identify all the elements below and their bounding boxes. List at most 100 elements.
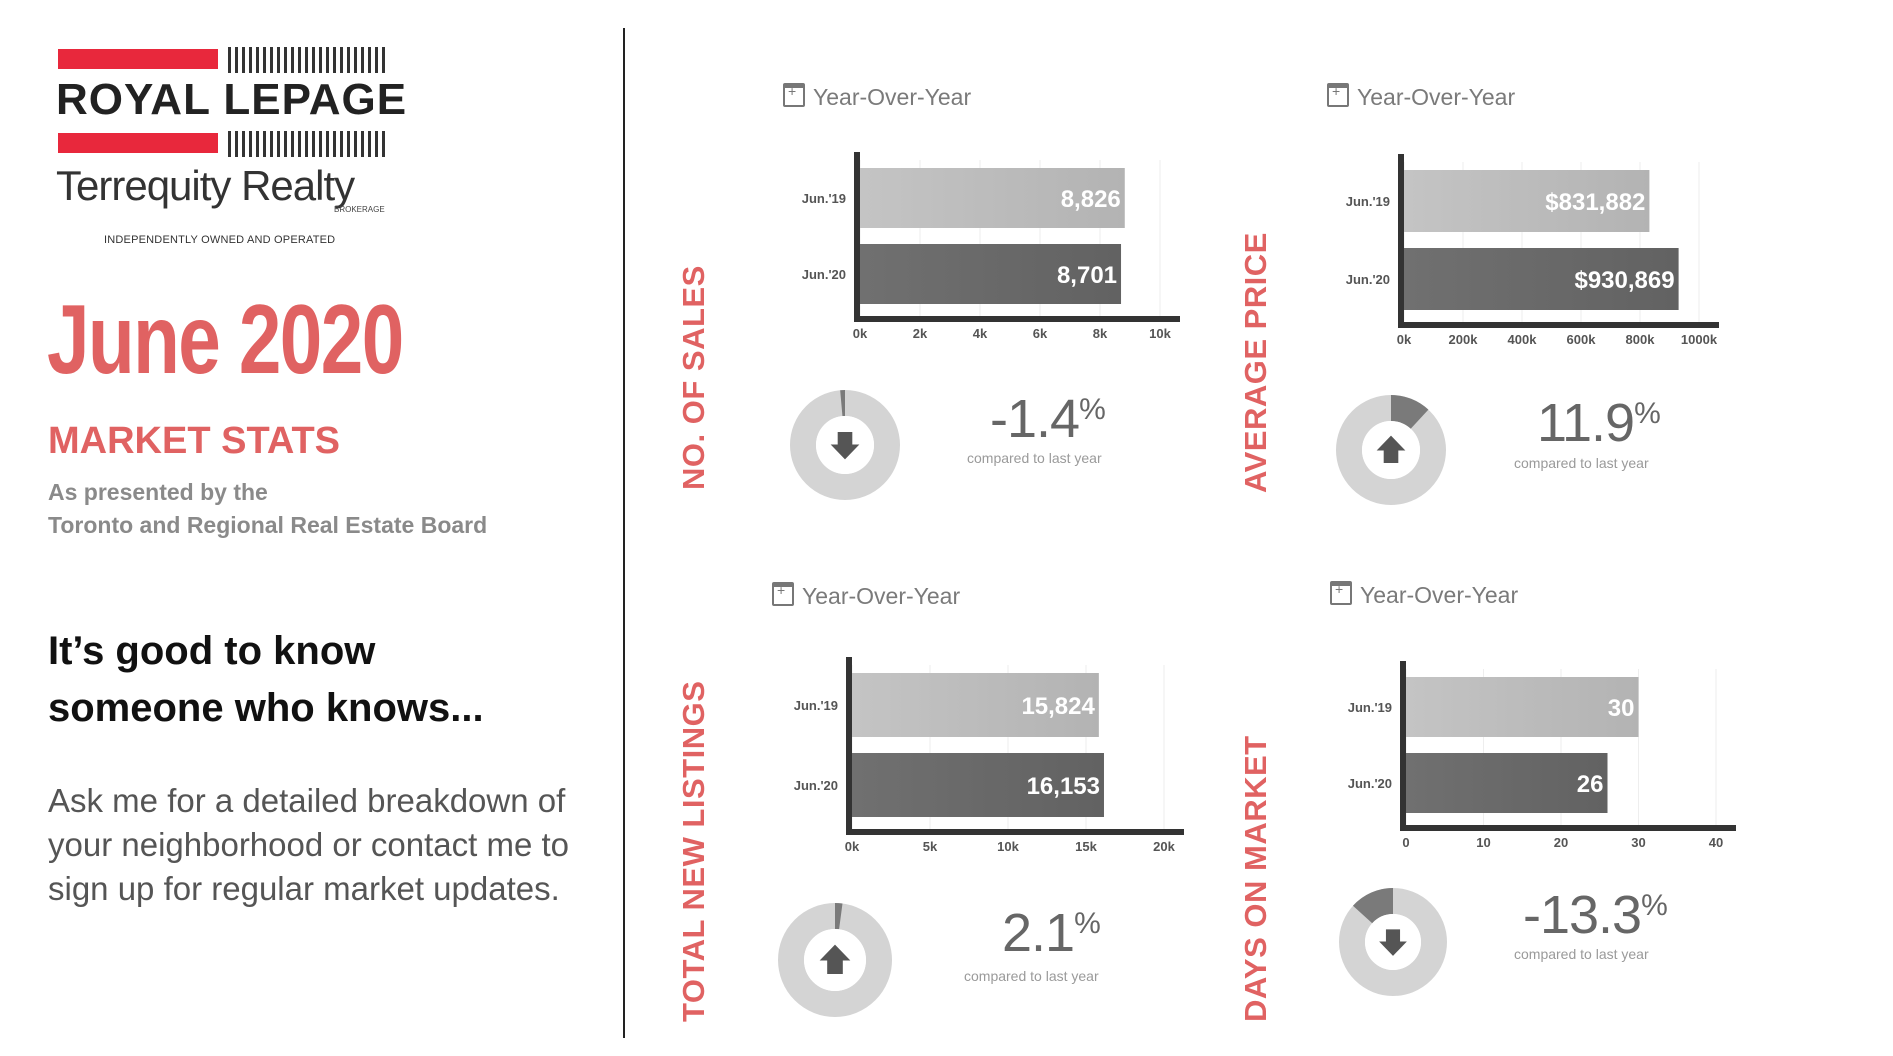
change-value: -1.4% bbox=[990, 388, 1106, 450]
tick-label: 4k bbox=[973, 326, 988, 341]
period-text: Year-Over-Year bbox=[813, 84, 972, 110]
bar-value-label: 15,824 bbox=[1021, 693, 1095, 720]
headline-line-1: It’s good to know bbox=[48, 629, 376, 673]
tick-label: 0 bbox=[1402, 835, 1409, 850]
tick-label: 10k bbox=[997, 839, 1019, 854]
bar-2020 bbox=[1406, 753, 1608, 813]
tick-label: 2k bbox=[913, 326, 928, 341]
arrow-down-icon bbox=[1379, 929, 1407, 956]
tick-label: 5k bbox=[923, 839, 938, 854]
bar-value-label: 8,826 bbox=[1061, 186, 1121, 213]
section-label: AVERAGE PRICE bbox=[1238, 232, 1273, 493]
x-axis bbox=[854, 316, 1180, 322]
category-label: Jun.'19 bbox=[802, 191, 846, 206]
tick-label: 1000k bbox=[1681, 332, 1718, 347]
source-credit: As presented by the Toronto and Regional… bbox=[48, 476, 487, 542]
bar-2019 bbox=[1404, 170, 1650, 232]
source-line-2: Toronto and Regional Real Estate Board bbox=[48, 512, 488, 538]
calendar-icon bbox=[772, 582, 794, 606]
percent-sign: % bbox=[1074, 907, 1101, 940]
logo-office-name: Terrequity Realty bbox=[56, 162, 355, 209]
change-donut bbox=[1339, 888, 1447, 996]
bar-chart-sales: 8,826 Jun.'19 8,701 Jun.'20 0k 2k 4k 6k 8k 10k bbox=[802, 152, 1180, 341]
change-number: 2.1 bbox=[1002, 903, 1075, 963]
bar-chart-days: 30 Jun.'19 26 Jun.'20 0 10 20 30 40 bbox=[1348, 661, 1736, 850]
period-label: Year-Over-Year bbox=[1327, 83, 1515, 111]
category-label: Jun.'20 bbox=[1348, 776, 1392, 791]
x-axis bbox=[846, 829, 1184, 835]
compare-note: compared to last year bbox=[967, 450, 1102, 466]
tick-label: 15k bbox=[1075, 839, 1097, 854]
period-text: Year-Over-Year bbox=[802, 583, 961, 609]
bar-value-label: $930,869 bbox=[1574, 267, 1674, 294]
arrow-down-icon bbox=[830, 431, 860, 460]
tick-label: 400k bbox=[1508, 332, 1538, 347]
change-donut bbox=[790, 390, 900, 500]
percent-sign: % bbox=[1079, 393, 1106, 426]
calendar-icon bbox=[783, 83, 805, 107]
x-axis bbox=[1400, 825, 1736, 831]
y-axis bbox=[1400, 661, 1406, 831]
bar-chart-price: $831,882 Jun.'19 $930,869 Jun.'20 0k 200k 400k… bbox=[1346, 154, 1719, 347]
change-value: 11.9% bbox=[1537, 392, 1661, 454]
y-axis bbox=[846, 657, 852, 835]
cta-line-2: your neighborhood or contact me to bbox=[48, 826, 569, 863]
page-title: June 2020 bbox=[47, 284, 404, 394]
call-to-action: Ask me for a detailed breakdown of your … bbox=[48, 779, 569, 911]
bar-2019 bbox=[1406, 677, 1639, 737]
tick-label: 20 bbox=[1554, 835, 1568, 850]
change-value: -13.3% bbox=[1523, 884, 1668, 946]
tick-label: 0k bbox=[1397, 332, 1412, 347]
headline-line-2: someone who knows... bbox=[48, 686, 484, 730]
tick-label: 0k bbox=[853, 326, 868, 341]
section-label: DAYS ON MARKET bbox=[1238, 735, 1273, 1022]
category-label: Jun.'19 bbox=[794, 698, 838, 713]
tick-label: 20k bbox=[1153, 839, 1175, 854]
compare-note: compared to last year bbox=[1514, 946, 1649, 962]
donut-change-segment bbox=[840, 390, 845, 417]
logo-red-bar-2 bbox=[58, 133, 218, 153]
tick-label: 6k bbox=[1033, 326, 1048, 341]
tick-label: 40 bbox=[1709, 835, 1723, 850]
bar-value-label: $831,882 bbox=[1545, 189, 1645, 216]
change-value: 2.1% bbox=[1002, 902, 1101, 964]
percent-sign: % bbox=[1641, 889, 1668, 922]
bar-value-label: 30 bbox=[1608, 695, 1635, 722]
bar-chart-listings: 15,824 Jun.'19 16,153 Jun.'20 0k 5k 10k 15k 20k bbox=[794, 657, 1184, 854]
period-label: Year-Over-Year bbox=[772, 582, 960, 610]
y-axis bbox=[1398, 154, 1404, 328]
category-label: Jun.'19 bbox=[1346, 194, 1390, 209]
tick-label: 0k bbox=[845, 839, 860, 854]
tick-label: 30 bbox=[1631, 835, 1645, 850]
bar-2019 bbox=[852, 673, 1099, 737]
tick-label: 200k bbox=[1449, 332, 1479, 347]
calendar-icon bbox=[1330, 581, 1352, 605]
source-line-1: As presented by the bbox=[48, 479, 268, 505]
bar-value-label: 16,153 bbox=[1027, 773, 1100, 800]
category-label: Jun.'19 bbox=[1348, 700, 1392, 715]
vertical-divider bbox=[623, 28, 625, 1038]
logo-brokerage: BROKERAGE bbox=[334, 205, 385, 214]
change-number: 11.9 bbox=[1537, 393, 1635, 453]
page-subtitle: MARKET STATS bbox=[48, 420, 341, 462]
cta-line-3: sign up for regular market updates. bbox=[48, 870, 560, 907]
change-number: -13.3 bbox=[1523, 885, 1642, 945]
donut-change-segment bbox=[1352, 888, 1393, 924]
tick-label: 10 bbox=[1476, 835, 1490, 850]
logo-barcode-bottom bbox=[228, 131, 388, 157]
change-donut bbox=[1336, 395, 1446, 505]
logo-barcode-top bbox=[228, 47, 388, 73]
compare-note: compared to last year bbox=[1514, 455, 1649, 471]
category-label: Jun.'20 bbox=[802, 267, 846, 282]
section-label: NO. OF SALES bbox=[676, 265, 711, 490]
bar-2020 bbox=[1404, 248, 1679, 310]
tick-label: 8k bbox=[1093, 326, 1108, 341]
section-label: TOTAL NEW LISTINGS bbox=[676, 680, 711, 1022]
period-label: Year-Over-Year bbox=[783, 83, 971, 111]
donut-change-segment bbox=[835, 903, 843, 930]
headline: It’s good to know someone who knows... bbox=[48, 623, 484, 737]
compare-note: compared to last year bbox=[964, 968, 1099, 984]
percent-sign: % bbox=[1634, 397, 1661, 430]
category-label: Jun.'20 bbox=[1346, 272, 1390, 287]
arrow-up-icon bbox=[1376, 435, 1406, 464]
